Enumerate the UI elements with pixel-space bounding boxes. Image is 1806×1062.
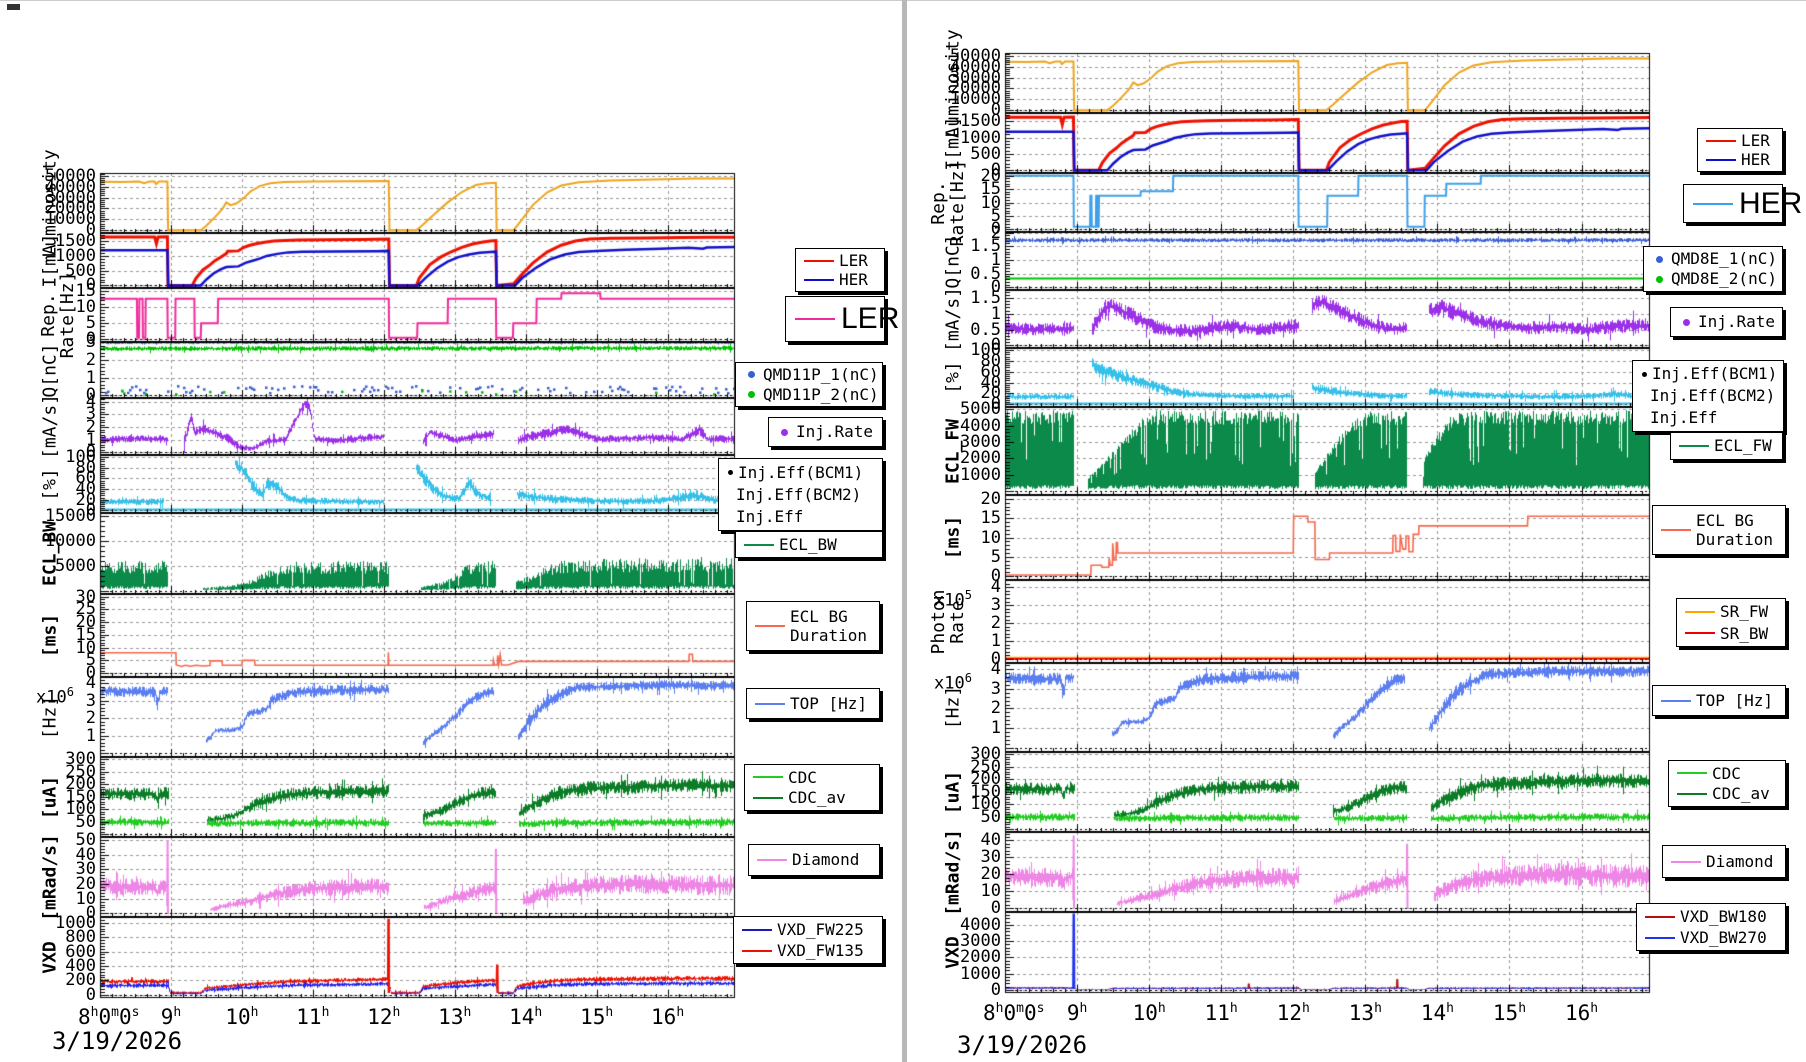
plots-canvas (0, 0, 1806, 1062)
beam-monitor-dashboard: 0 10000 20000 30000 40000 50000 Luminosity 0 500… (0, 0, 1806, 1062)
